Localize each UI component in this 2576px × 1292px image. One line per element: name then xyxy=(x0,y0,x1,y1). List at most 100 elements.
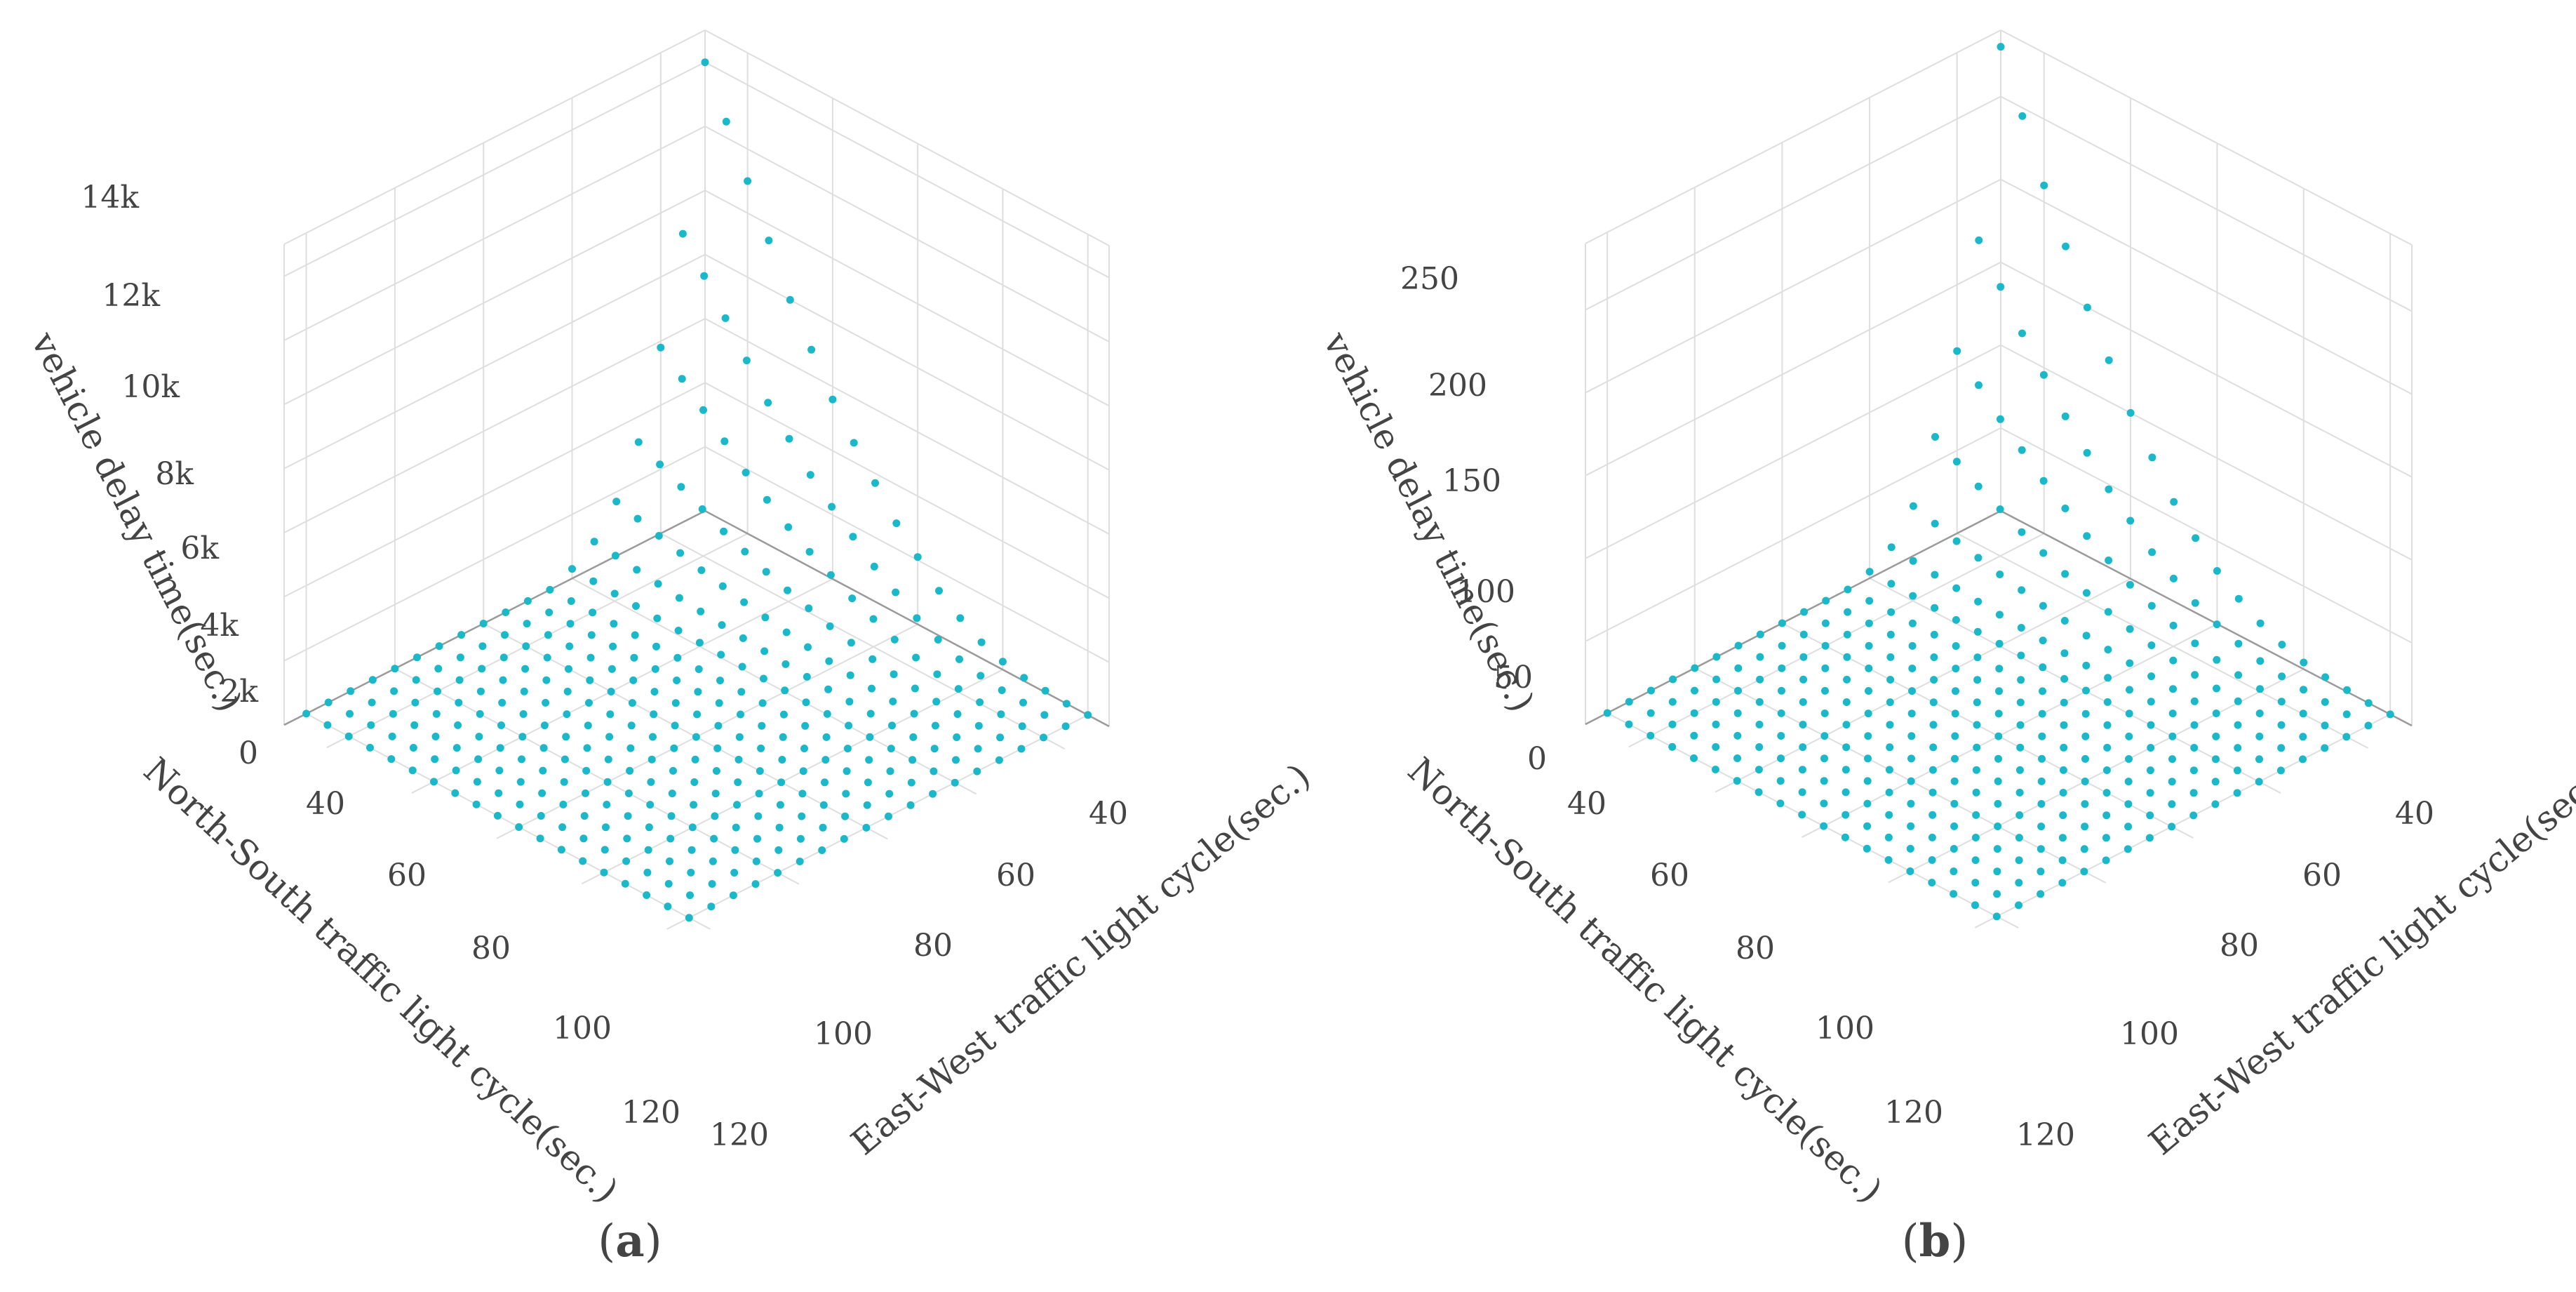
data-point xyxy=(2039,687,2046,695)
data-point xyxy=(892,588,900,597)
data-point xyxy=(2278,641,2286,648)
data-point xyxy=(1886,721,1894,729)
data-point xyxy=(977,638,986,646)
data-point xyxy=(646,801,655,809)
data-point xyxy=(631,631,639,639)
data-point xyxy=(685,914,693,922)
data-point xyxy=(630,653,638,662)
y-tick-label: 120 xyxy=(710,1117,769,1153)
data-point xyxy=(607,688,615,695)
data-point xyxy=(648,755,656,764)
data-point xyxy=(2037,800,2046,808)
data-point xyxy=(1820,799,1828,808)
y-tick-label: 60 xyxy=(2302,858,2342,893)
data-point xyxy=(1864,710,1872,718)
data-point xyxy=(718,582,727,590)
data-point xyxy=(2234,744,2242,752)
data-point xyxy=(650,688,659,696)
data-point xyxy=(1603,709,1611,717)
data-point xyxy=(475,733,483,741)
data-point xyxy=(2364,721,2373,730)
data-point xyxy=(1971,901,1979,910)
data-point xyxy=(496,744,504,752)
data-point xyxy=(2038,754,2046,763)
data-point xyxy=(953,710,962,718)
data-point xyxy=(2190,697,2199,705)
data-point xyxy=(1668,698,1677,706)
data-point xyxy=(1928,811,1937,819)
data-point xyxy=(676,549,685,557)
data-point xyxy=(347,687,355,695)
data-point xyxy=(667,812,676,820)
data-point xyxy=(2169,574,2178,582)
data-point xyxy=(1886,676,1895,684)
data-point xyxy=(2342,733,2351,741)
data-point xyxy=(610,590,619,598)
data-point xyxy=(739,634,747,642)
data-point xyxy=(2148,548,2156,557)
data-point xyxy=(1842,743,1851,752)
data-point xyxy=(1971,879,1980,887)
data-point xyxy=(2342,710,2351,719)
data-point xyxy=(608,665,616,673)
panel-b-z-ticks: 0 50 100 150 200 250 xyxy=(1400,261,1547,777)
data-point xyxy=(1756,675,1764,684)
data-point xyxy=(624,812,632,820)
data-point xyxy=(590,538,598,546)
x-tick-label: 120 xyxy=(1884,1095,1943,1131)
panel-a-x-axis-title: North-South traffic light cycle(sec.) xyxy=(136,750,626,1211)
data-point xyxy=(865,756,873,764)
data-point xyxy=(2321,673,2330,681)
data-point xyxy=(1887,580,1896,588)
data-point xyxy=(2016,698,2025,707)
data-point xyxy=(1909,557,1917,565)
data-point xyxy=(430,778,438,786)
floor-gridline xyxy=(483,622,888,840)
data-point xyxy=(774,869,782,877)
data-point xyxy=(802,698,810,707)
z-tick-label: 50 xyxy=(1494,660,1533,695)
data-point xyxy=(1973,721,1981,729)
data-point xyxy=(1953,347,1961,355)
data-point xyxy=(753,834,761,843)
data-point xyxy=(2191,671,2199,679)
data-point xyxy=(2061,505,2069,512)
data-point xyxy=(1842,766,1850,774)
data-point xyxy=(1907,822,1915,830)
data-point xyxy=(2015,766,2024,774)
data-point xyxy=(1931,433,1939,441)
data-point xyxy=(1975,381,1983,389)
data-point xyxy=(829,395,837,404)
data-point xyxy=(1776,799,1785,808)
data-point xyxy=(1952,665,1960,673)
data-point xyxy=(779,733,787,741)
data-point xyxy=(1952,615,1960,624)
data-point xyxy=(722,117,730,126)
data-point xyxy=(1908,641,1917,650)
data-point xyxy=(754,812,763,820)
data-point xyxy=(1820,732,1829,740)
data-point xyxy=(1844,608,1852,616)
data-point xyxy=(2255,755,2263,764)
data-point xyxy=(390,687,398,695)
data-point xyxy=(1776,777,1785,785)
data-point xyxy=(2039,477,2048,485)
data-point xyxy=(411,698,420,707)
data-point xyxy=(2321,698,2329,706)
data-point xyxy=(951,778,959,787)
data-point xyxy=(1907,777,1915,785)
data-point xyxy=(609,642,617,651)
data-point xyxy=(2060,674,2069,683)
data-point xyxy=(651,665,659,673)
data-point xyxy=(1820,822,1828,830)
data-point xyxy=(1908,665,1917,672)
data-point xyxy=(799,767,807,775)
floor-gridline xyxy=(572,578,977,795)
data-point xyxy=(409,744,417,752)
data-point xyxy=(784,586,791,594)
data-point xyxy=(759,674,767,683)
data-point xyxy=(741,547,749,556)
data-point xyxy=(697,607,705,615)
data-point xyxy=(698,505,706,513)
data-point xyxy=(413,653,421,662)
